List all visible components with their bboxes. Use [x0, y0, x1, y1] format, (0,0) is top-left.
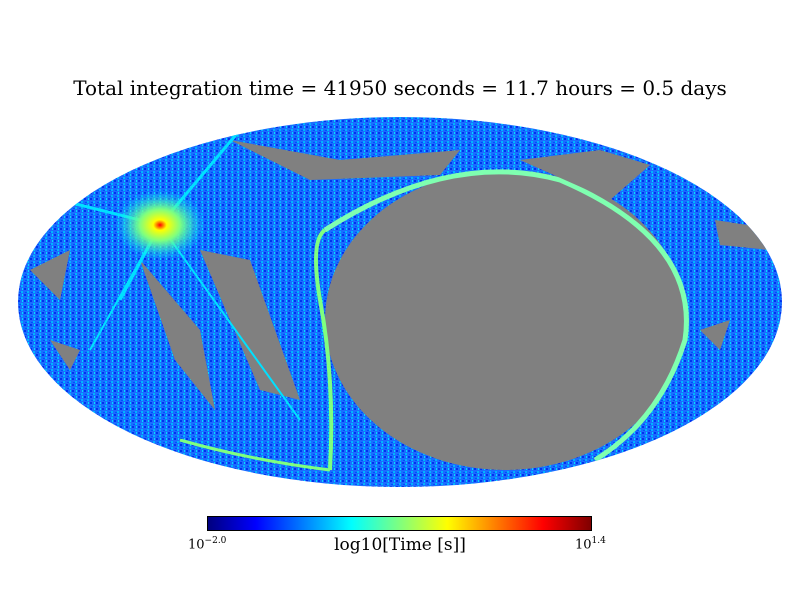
chart-title: Total integration time = 41950 seconds =…: [73, 76, 727, 100]
hotspot: [115, 190, 205, 260]
colorbar: [207, 516, 592, 531]
colorbar-max-label: 101.4: [575, 536, 606, 553]
colorbar-min-label: 10−2.0: [188, 536, 227, 553]
colorbar-label: log10[Time [s]]: [334, 535, 466, 555]
sky-coverage: [18, 117, 782, 487]
scan-arc: [323, 169, 689, 463]
unobserved-region: [325, 170, 685, 470]
